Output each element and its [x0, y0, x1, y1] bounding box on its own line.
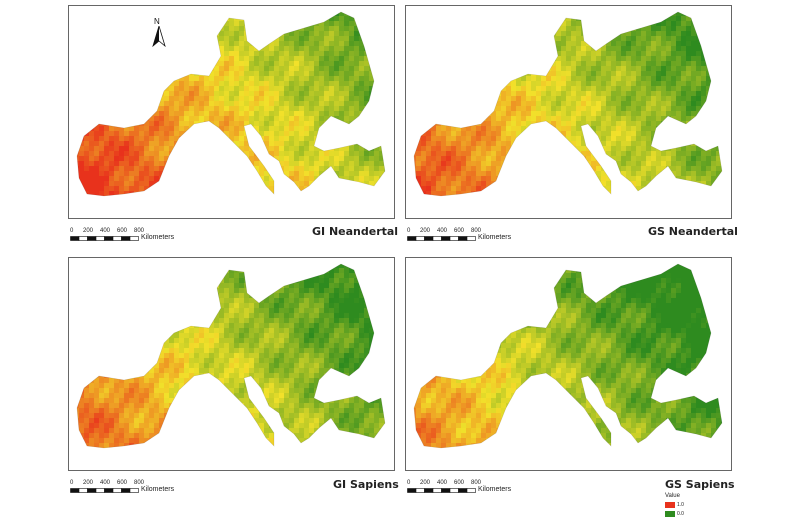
scale-tick-label: 600: [117, 228, 128, 234]
map-panel-gi-sapiens: [68, 257, 395, 471]
legend-swatch-high: [665, 502, 675, 508]
scale-tick-label: 400: [100, 228, 111, 234]
map-panel-gs-sapiens: [405, 257, 732, 471]
legend-swatch-low: [665, 511, 675, 517]
scale-tick-label: 200: [83, 480, 94, 486]
scale-unit-label: Kilometers: [141, 486, 175, 493]
suitability-raster: [77, 12, 385, 196]
habitat-map-gi-neandertal: [76, 11, 386, 197]
scale-tick-label: 0: [407, 480, 411, 486]
habitat-map-gs-sapiens: [413, 263, 723, 449]
panel-title-gs-sapiens: GS Sapiens: [665, 478, 735, 491]
scale-bar: [407, 236, 476, 241]
scale-bar: [70, 488, 139, 493]
coastline: [413, 11, 723, 197]
scale-tick-label: 400: [100, 480, 111, 486]
coastline: [76, 263, 386, 449]
scale-bar: [70, 236, 139, 241]
scale-unit-label: Kilometers: [478, 486, 512, 493]
scale-tick-label: 200: [420, 480, 431, 486]
scale-tick-label: 600: [454, 480, 465, 486]
value-legend: Value 1.0 0.0: [665, 493, 725, 525]
scale-bar: [407, 488, 476, 493]
panel-title-gi-sapiens: GI Sapiens: [333, 478, 399, 491]
north-arrow-icon: N: [151, 17, 167, 48]
coastline: [413, 263, 723, 449]
scale-tick-label: 0: [407, 228, 411, 234]
scale-tick-label: 800: [134, 480, 145, 486]
coastline: [76, 11, 386, 197]
scale-unit-label: Kilometers: [141, 234, 175, 241]
habitat-map-gi-sapiens: [76, 263, 386, 449]
suitability-raster: [77, 264, 385, 448]
scale-tick-label: 200: [83, 228, 94, 234]
scale-tick-label: 200: [420, 228, 431, 234]
map-panel-gi-neandertal: N: [68, 5, 395, 219]
scale-unit-label: Kilometers: [478, 234, 512, 241]
scale-tick-label: 800: [471, 480, 482, 486]
suitability-raster: [414, 12, 722, 196]
scale-tick-label: 400: [437, 228, 448, 234]
scale-tick-label: 600: [117, 480, 128, 486]
scale-tick-label: 0: [70, 228, 74, 234]
legend-high-label: 1.0: [677, 502, 684, 508]
scale-tick-label: 800: [134, 228, 145, 234]
scale-tick-label: 0: [70, 480, 74, 486]
suitability-raster: [414, 264, 722, 448]
map-panel-gs-neandertal: [405, 5, 732, 219]
north-label: N: [154, 17, 160, 26]
panel-title-gs-neandertal: GS Neandertal: [648, 225, 738, 238]
scale-tick-label: 400: [437, 480, 448, 486]
legend-low-label: 0.0: [677, 511, 684, 517]
panel-title-gi-neandertal: GI Neandertal: [312, 225, 399, 238]
habitat-map-gs-neandertal: [413, 11, 723, 197]
scale-tick-label: 800: [471, 228, 482, 234]
scale-tick-label: 600: [454, 228, 465, 234]
legend-title: Value: [665, 493, 680, 499]
